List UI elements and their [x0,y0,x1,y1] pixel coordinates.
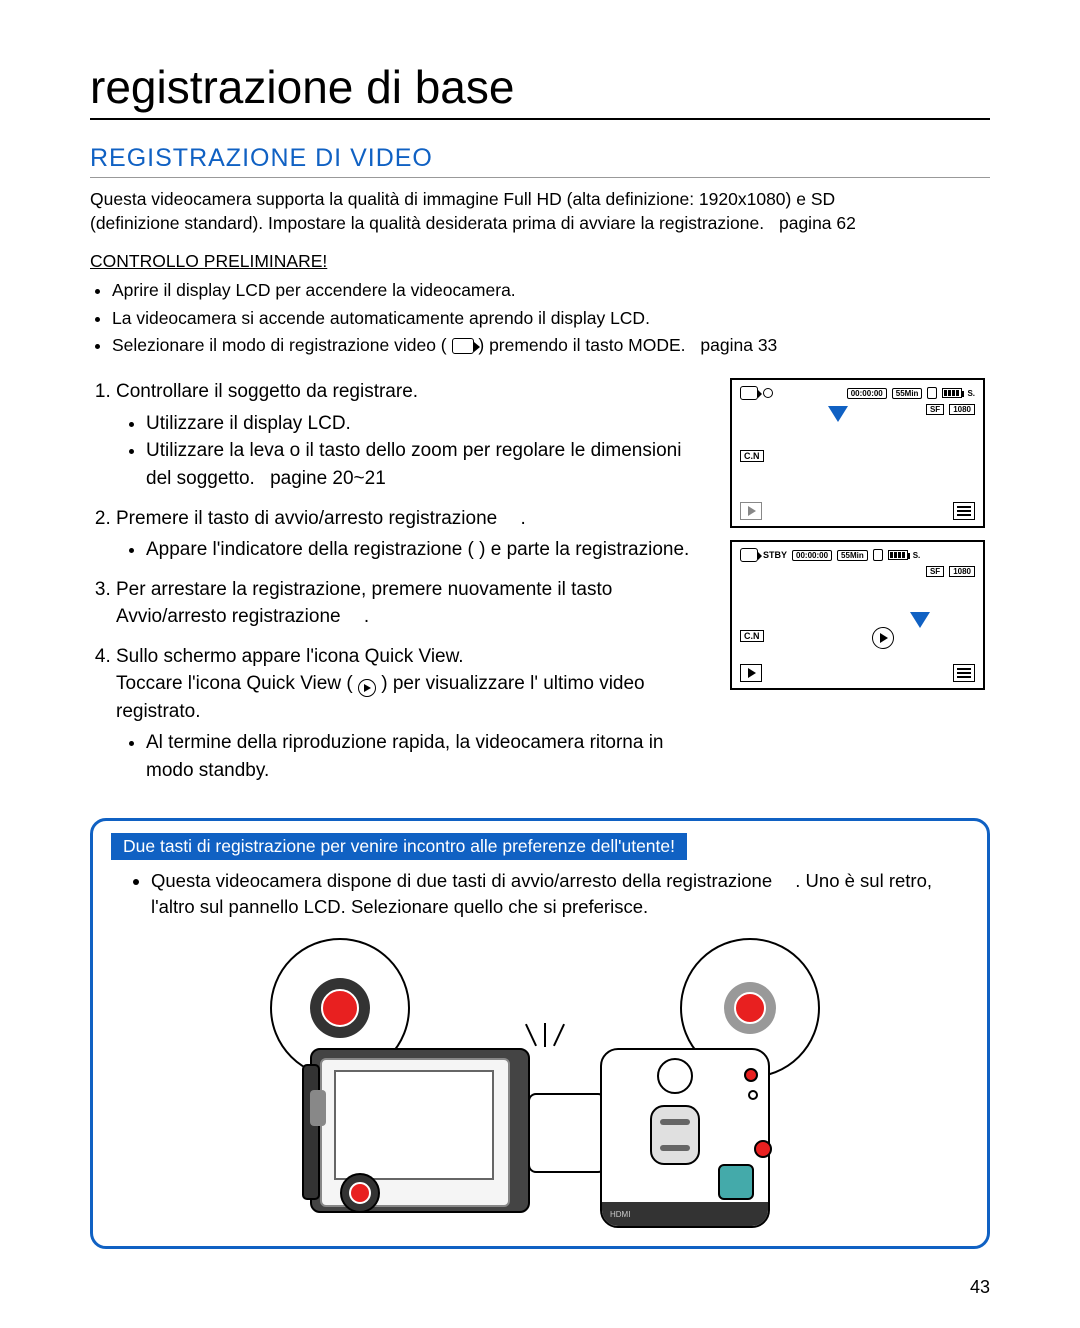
prelim-page-ref: pagina 33 [700,333,777,358]
prelim-list: Aprire il display LCD per accendere la v… [90,278,990,358]
lcd-res: 1080 [949,566,975,577]
lcd-record-button [340,1173,380,1213]
lcd-cn: C.N [740,450,764,462]
mode-button-icon [657,1058,693,1094]
step-page-ref: pagine 20~21 [270,465,386,493]
lcd-preview-recording: 00:00:00 55Min S. SF 1080 C.N [730,378,985,528]
step-sub: Appare l'indicatore della registrazione … [146,536,712,564]
step-text: Premere il tasto di avvio/arresto regist… [116,508,497,529]
playback-icon [740,664,762,682]
prelim-item: La videocamera si accende automaticament… [112,306,990,331]
step-text: Controllare il soggetto da registrare. [116,381,418,402]
rear-record-button [744,1068,758,1082]
step-dot: . [364,606,369,627]
intro-line2: (definizione standard). Impostare la qua… [90,213,764,233]
pointer-arrow-icon [910,612,930,628]
signal-label: S. [967,389,975,398]
camcorder-drawing: HDMI [310,1048,770,1228]
lcd-cn: C.N [740,630,764,642]
lcd-sf: SF [926,566,944,577]
prelim-item: Selezionare il modo di registrazione vid… [112,333,990,358]
record-indicator-icon [763,388,773,398]
lcd-time: 00:00:00 [847,388,887,399]
section-title: REGISTRAZIONE DI VIDEO [90,144,990,178]
step-3: Per arrestare la registrazione, premere … [116,576,712,631]
step-4: Sullo schermo appare l'icona Quick View.… [116,643,712,785]
record-button-icon [321,989,359,1027]
battery-icon [888,550,908,560]
intro-paragraph: Questa videocamera supporta la qualità d… [90,188,990,235]
video-mode-icon [740,386,758,400]
step-sub: Al termine della riproduzione rapida, la… [146,729,712,784]
steps-list: Controllare il soggetto da registrare. U… [90,378,712,796]
menu-icon [953,502,975,520]
video-mode-icon [452,338,474,354]
pointer-arrow-icon [828,406,848,422]
card-icon [873,549,883,561]
step-sub-text: Utilizzare la leva o il tasto dello zoom… [146,440,681,489]
battery-icon [942,388,962,398]
intro-page-ref: pagina 62 [779,212,856,236]
zoom-slider-icon [650,1105,700,1165]
tip-text: Questa videocamera dispone di due tasti … [151,870,772,891]
step-sub: Utilizzare la leva o il tasto dello zoom… [146,437,712,492]
lcd-remain: 55Min [837,550,868,561]
step-2: Premere il tasto di avvio/arresto regist… [116,505,712,564]
record-button-icon [734,992,766,1024]
lcd-time: 00:00:00 [792,550,832,561]
tip-body: Questa videocamera dispone di due tasti … [151,868,969,920]
tip-header: Due tasti di registrazione per venire in… [111,833,687,860]
playback-icon [740,502,762,520]
step-dot: . [521,508,526,529]
step-sub: Utilizzare il display LCD. [146,410,712,438]
prelim-item-text: ) premendo il tasto MODE. [478,335,685,355]
camera-illustration: HDMI [111,938,969,1228]
page-title: registrazione di base [90,60,990,120]
page-number: 43 [970,1277,990,1298]
prelim-item: Aprire il display LCD per accendere la v… [112,278,990,303]
card-icon [927,387,937,399]
intro-line1: Questa videocamera supporta la qualità d… [90,189,835,209]
step-1: Controllare il soggetto da registrare. U… [116,378,712,492]
prelim-heading: CONTROLLO PRELIMINARE! [90,251,990,272]
lcd-remain: 55Min [892,388,923,399]
lcd-sf: SF [926,404,944,415]
step-text: Toccare l'icona Quick View ( [116,673,353,694]
lcd-preview-standby: STBY 00:00:00 55Min S. SF 1080 C.N [730,540,985,690]
video-mode-icon [740,548,758,562]
signal-label: S. [913,551,921,560]
attention-rays-icon [530,1023,560,1047]
lcd-stby: STBY [763,550,787,560]
menu-icon [953,664,975,682]
quick-view-icon [358,679,376,697]
prelim-item-text: Selezionare il modo di registrazione vid… [112,335,447,355]
lcd-res: 1080 [949,404,975,415]
quick-view-icon [872,627,894,649]
tip-box: Due tasti di registrazione per venire in… [90,818,990,1249]
step-text: Sullo schermo appare l'icona Quick View. [116,646,464,667]
